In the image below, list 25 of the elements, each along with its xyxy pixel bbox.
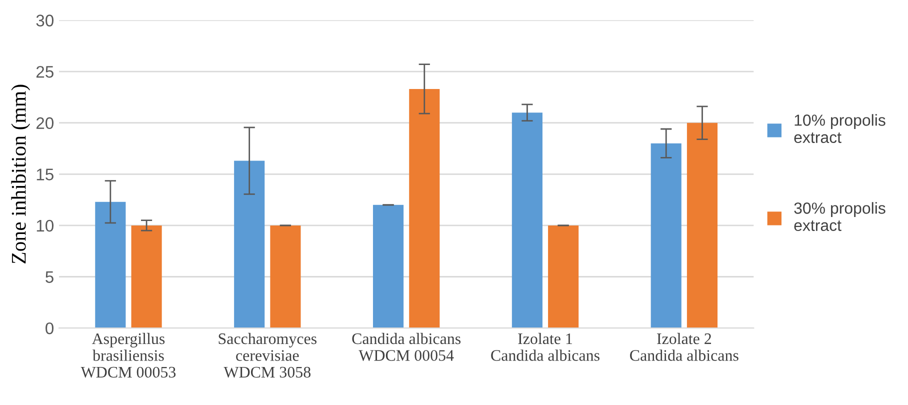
x-tick-label: Saccharomyces cerevisiae WDCM 3058 <box>218 332 316 378</box>
bar <box>372 204 404 328</box>
bar <box>95 202 126 328</box>
y-tick-label: 15 <box>36 168 54 180</box>
y-tick-label: 0 <box>46 322 54 334</box>
x-tick-label: Aspergillus brasiliensis WDCM 00053 <box>80 332 176 378</box>
bar <box>512 112 542 328</box>
x-tick-label: Izolate 2 Candida albicans <box>630 332 738 361</box>
bar <box>131 225 162 328</box>
legend-label: 30% propolis extract <box>794 202 886 232</box>
y-tick-label: 25 <box>36 66 54 78</box>
x-tick-label: Izolate 1 Candida albicans <box>491 332 600 361</box>
bar <box>548 225 579 328</box>
bar <box>650 143 682 328</box>
bar <box>270 225 301 328</box>
y-axis-title: Zone inhibition (mm) <box>11 84 30 264</box>
bar <box>409 88 440 328</box>
bar <box>686 122 718 328</box>
y-tick-label: 30 <box>36 14 54 26</box>
y-tick-label: 20 <box>36 117 54 130</box>
x-tick-label: Candida albicans WDCM 00054 <box>352 332 461 361</box>
y-tick-label: 10 <box>36 220 54 232</box>
y-tick-label: 5 <box>46 271 54 283</box>
bar <box>234 160 265 328</box>
legend-label: 10% propolis extract <box>794 114 886 144</box>
